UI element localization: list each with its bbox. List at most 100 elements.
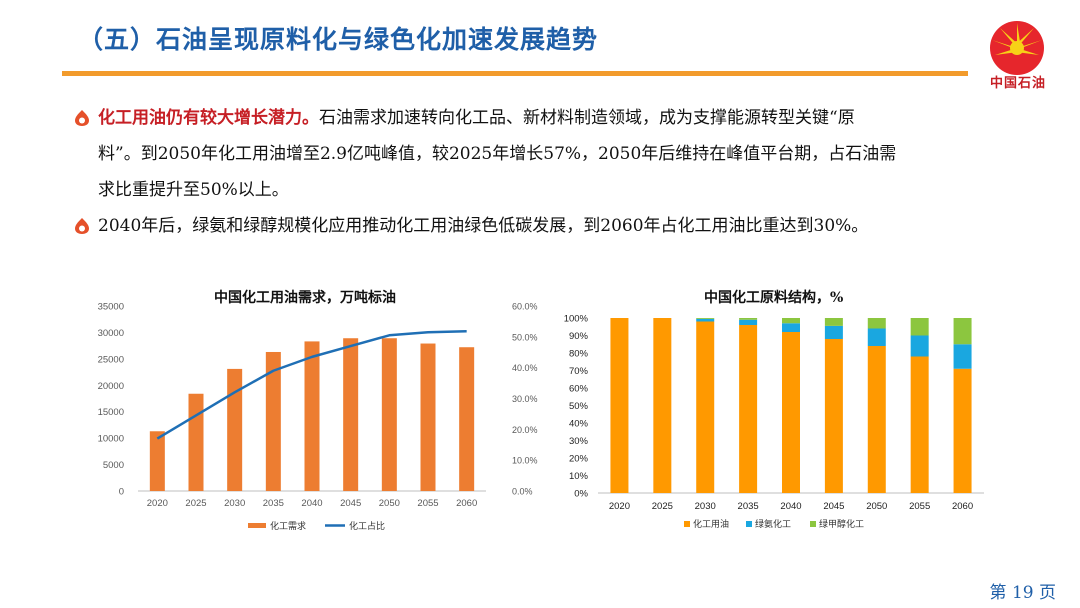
left-axis-tick-label: 10000 — [98, 434, 124, 445]
stacked-bar-segment-0 — [782, 332, 800, 493]
right-axis-tick-label: 10.0% — [512, 456, 538, 466]
right-axis-tick-label: 60.0% — [512, 302, 538, 312]
stacked-bar-segment-0 — [910, 356, 929, 493]
left-axis-tick-label: 5000 — [103, 460, 124, 471]
stacked-bar-segment-2 — [867, 318, 886, 329]
petrochina-logo-icon — [990, 21, 1044, 75]
left-axis-tick-label: 15000 — [98, 407, 124, 418]
bar-chem-demand — [420, 343, 436, 491]
page-number: 第 19 页 — [989, 583, 1056, 603]
bar-chem-demand — [227, 368, 243, 491]
page-title: （五）石油呈现原料化与绿色化加速发展趋势 — [78, 25, 599, 54]
y-axis-tick-label: 100% — [564, 314, 589, 325]
y-axis-tick-label: 70% — [569, 366, 589, 377]
legend-label: 化工占比 — [349, 520, 385, 531]
legend-label: 绿氨化工 — [755, 518, 791, 529]
bullet-item: 2040年后，绿氨和绿醇规模化应用推动化工用油绿色低碳发展，到2060年占化工用… — [74, 208, 1034, 244]
bullet-text: 2040年后，绿氨和绿醇规模化应用推动化工用油绿色低碳发展，到2060年占化工用… — [98, 216, 869, 236]
x-axis-tick-label: 2050 — [866, 501, 887, 512]
flame-bullet-icon — [75, 218, 89, 234]
x-axis-tick-label: 2050 — [379, 498, 400, 509]
y-axis-tick-label: 20% — [569, 454, 589, 465]
x-axis-tick-label: 2040 — [780, 501, 801, 512]
x-axis-tick-label: 2025 — [652, 501, 673, 512]
line-chem-share — [156, 330, 467, 440]
bullet-list: 化工用油仍有较大增长潜力。石油需求加速转向化工品、新材料制造领域，成为支撑能源转… — [74, 100, 1034, 244]
y-axis-tick-label: 50% — [569, 401, 589, 412]
bullet-text: 求比重提升至50%以上。 — [98, 180, 289, 200]
right-axis-tick-label: 30.0% — [512, 394, 538, 404]
x-axis-tick-label: 2030 — [695, 501, 716, 512]
bullet-text: 料”。到2050年化工用油增至2.9亿吨峰值，较2025年增长57%，2050年… — [98, 144, 897, 164]
stacked-bar-segment-2 — [824, 318, 843, 326]
stacked-bar-segment-0 — [824, 339, 843, 493]
bullet-highlight: 化工用油仍有较大增长潜力。 — [98, 108, 319, 128]
y-axis-tick-label: 80% — [569, 349, 589, 360]
y-axis-tick-label: 60% — [569, 384, 589, 395]
stacked-bar-segment-0 — [739, 325, 758, 493]
legend-swatch — [810, 521, 816, 527]
x-axis-tick-label: 2055 — [909, 501, 930, 512]
logo-text: 中国石油 — [989, 76, 1046, 91]
stacked-bar-segment-1 — [739, 319, 758, 325]
stacked-bar-segment-1 — [910, 335, 929, 357]
stacked-bar-segment-1 — [867, 328, 886, 346]
left-axis-tick-label: 35000 — [98, 302, 124, 313]
x-axis-tick-label: 2055 — [417, 498, 438, 509]
stacked-bar-segment-2 — [739, 318, 758, 320]
chart1-title: 中国化工用油需求，万吨标油 — [214, 290, 396, 306]
right-axis-tick-label: 20.0% — [512, 425, 538, 435]
bar-chem-demand — [343, 338, 359, 491]
stacked-bar-segment-2 — [910, 318, 929, 336]
x-axis-tick-label: 2040 — [301, 498, 322, 509]
bar-chem-demand — [188, 393, 204, 491]
stacked-bar-segment-2 — [953, 318, 972, 345]
right-axis-tick-label: 50.0% — [512, 332, 538, 342]
stacked-bar-segment-0 — [867, 346, 886, 493]
bar-chem-demand — [149, 431, 165, 491]
chart-demand: 0 5000 10000 15000 20000 25000 30000 35000 0.0% 1… — [98, 302, 538, 532]
flame-bullet-icon — [75, 110, 89, 126]
x-axis-tick-label: 2035 — [738, 501, 759, 512]
left-axis-tick-label: 0 — [119, 487, 124, 498]
title-underline — [62, 71, 968, 76]
stacked-bar-segment-0 — [610, 318, 629, 493]
x-axis-tick-label: 2025 — [185, 498, 206, 509]
x-axis-tick-label: 2035 — [263, 498, 284, 509]
right-axis-tick-label: 40.0% — [512, 363, 538, 373]
stacked-bar-segment-0 — [696, 321, 715, 493]
stacked-bar-segment-1 — [953, 344, 972, 369]
chart-structure: 0% 10% 20% 30% 40% 50% 60% 70% 80% 90% 100% 2020 202… — [564, 314, 984, 529]
legend-label: 绿甲醇化工 — [819, 518, 864, 529]
chart2-title: 中国化工原料结构，% — [704, 290, 844, 306]
bar-chem-demand — [265, 351, 281, 491]
y-axis-tick-label: 40% — [569, 419, 589, 430]
legend-label: 化工需求 — [270, 520, 306, 531]
y-axis-tick-label: 0% — [574, 489, 588, 500]
stacked-bar-segment-0 — [653, 318, 672, 493]
x-axis-tick-label: 2060 — [952, 501, 973, 512]
x-axis-tick-label: 2020 — [609, 501, 630, 512]
bar-chem-demand — [381, 338, 397, 491]
x-axis-tick-label: 2020 — [147, 498, 168, 509]
bar-chem-demand — [459, 347, 475, 491]
legend-swatch — [684, 521, 690, 527]
left-axis-tick-label: 20000 — [98, 381, 124, 392]
stacked-bar-segment-2 — [782, 318, 800, 324]
legend-swatch — [746, 521, 752, 527]
legend-swatch-demand — [248, 523, 266, 528]
y-axis-tick-label: 90% — [569, 331, 589, 342]
stacked-bar-segment-0 — [953, 368, 972, 493]
bullet-item: 化工用油仍有较大增长潜力。石油需求加速转向化工品、新材料制造领域，成为支撑能源转… — [74, 100, 1034, 208]
stacked-bar-segment-1 — [824, 325, 843, 339]
bullet-text: 石油需求加速转向化工品、新材料制造领域，成为支撑能源转型关键“原 — [319, 108, 855, 128]
x-axis-tick-label: 2045 — [340, 498, 361, 509]
x-axis-tick-label: 2060 — [456, 498, 477, 509]
x-axis-tick-label: 2030 — [224, 498, 245, 509]
y-axis-tick-label: 30% — [569, 436, 589, 447]
stacked-bar-segment-1 — [696, 318, 715, 322]
stacked-bar-segment-2 — [696, 318, 715, 319]
legend-label: 化工用油 — [693, 518, 729, 529]
left-axis-tick-label: 30000 — [98, 328, 124, 339]
x-axis-tick-label: 2045 — [823, 501, 844, 512]
